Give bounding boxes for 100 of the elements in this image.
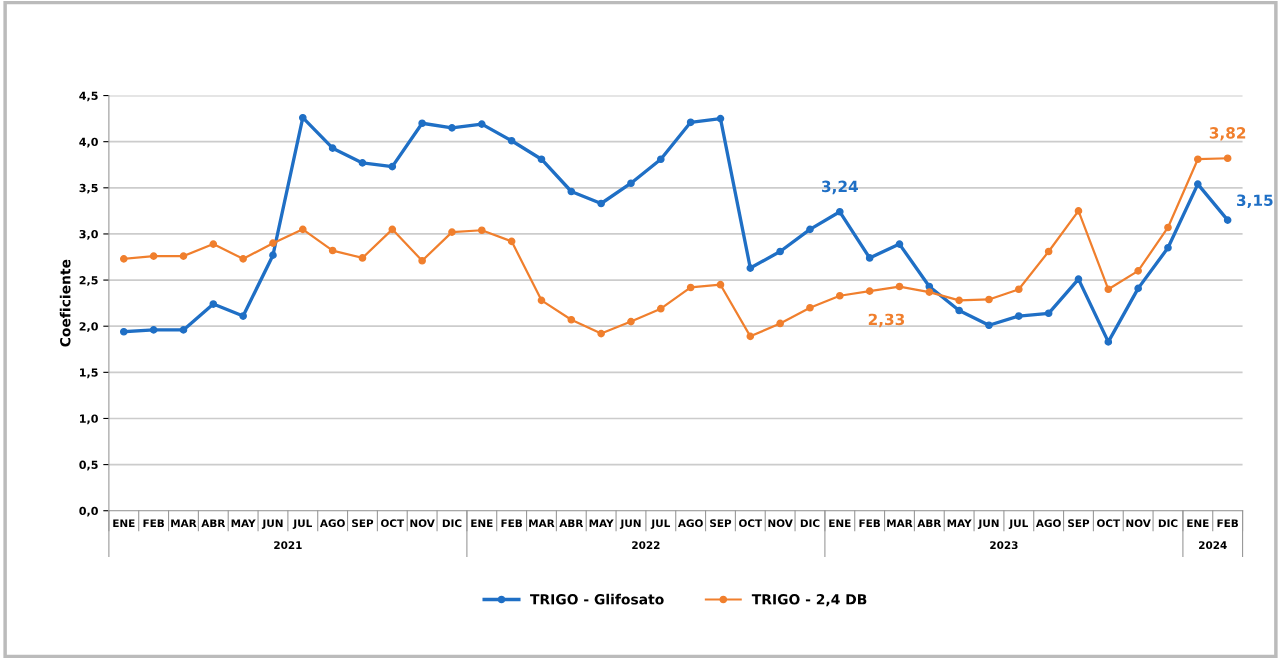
point — [985, 321, 993, 330]
point — [119, 327, 128, 336]
point — [895, 282, 904, 291]
point — [1134, 284, 1142, 293]
point — [1193, 180, 1202, 188]
data-label: 3,15 — [1237, 194, 1273, 208]
point — [567, 315, 576, 324]
x-tick-label: FEB — [1217, 519, 1239, 527]
y-tick-label: 1,0 — [80, 414, 98, 425]
text: 2022 — [632, 541, 660, 550]
point — [835, 207, 844, 216]
y-axis-title: Coeficiente — [59, 259, 71, 347]
data-label: 3,24 — [821, 180, 858, 195]
x-tick-label: AGO — [319, 519, 345, 528]
point — [358, 254, 367, 262]
legend-label: TRIGO - Glifosato — [530, 593, 664, 605]
point — [1044, 247, 1053, 256]
x-tick-label: NOV — [1126, 519, 1151, 528]
point — [537, 155, 546, 164]
point — [328, 246, 337, 255]
x-tick-label: ABR — [917, 519, 942, 527]
point — [149, 326, 158, 334]
point — [656, 304, 665, 313]
x-tick-label: OCT — [739, 519, 763, 528]
y-tick-label: 0,0 — [79, 506, 98, 517]
x-tick-label: ENE — [1187, 519, 1209, 527]
point — [477, 226, 486, 235]
x-tick-label: SEP — [352, 519, 374, 528]
point — [179, 252, 188, 260]
point — [1014, 285, 1023, 294]
point — [388, 225, 397, 234]
point — [119, 255, 128, 263]
x-tick-label: FEB — [143, 519, 164, 527]
x-tick-label: JUN — [977, 519, 999, 530]
y-tick-label: 1,5 — [80, 368, 98, 379]
x-tick-label: NOV — [410, 519, 435, 528]
point — [1104, 338, 1113, 346]
legend-label: TRIGO - 2,4 DB — [751, 594, 867, 607]
point — [1164, 243, 1172, 252]
point — [328, 144, 337, 152]
x-tick-label: MAY — [589, 519, 614, 527]
point — [269, 251, 277, 259]
x-tick-label: MAY — [947, 519, 972, 527]
point — [149, 252, 158, 260]
x-tick-label: SEP — [1068, 519, 1090, 528]
point — [1104, 285, 1113, 294]
x-tick-label: MAR — [887, 519, 913, 527]
point — [209, 300, 218, 308]
x-tick-label: FEB — [859, 519, 880, 527]
point — [597, 199, 605, 208]
point — [925, 288, 934, 296]
point — [1014, 312, 1023, 320]
point — [567, 187, 576, 196]
point — [1074, 275, 1083, 283]
point — [1164, 223, 1172, 232]
point — [239, 255, 247, 263]
point — [358, 159, 367, 167]
x-tick-label: ENE — [471, 519, 493, 527]
y-tick-label: 4,5 — [79, 91, 98, 102]
point — [1074, 207, 1083, 215]
x-tick-label: OCT — [381, 519, 405, 528]
y-tick-label: 2,5 — [79, 276, 98, 286]
point — [388, 162, 397, 171]
x-tick-label: DIC — [1158, 519, 1178, 528]
point — [627, 179, 635, 188]
y-tick-label: 3,0 — [79, 229, 98, 240]
point — [239, 312, 247, 320]
x-tick-label: MAR — [529, 519, 555, 527]
point — [418, 119, 426, 128]
x-tick-label: NOV — [768, 519, 793, 528]
point — [507, 136, 516, 145]
data-label: 2,33 — [868, 313, 905, 328]
x-tick-label: ENE — [113, 519, 135, 527]
x-tick-label: JUN — [619, 519, 641, 530]
point — [448, 228, 456, 236]
point — [835, 291, 844, 300]
point — [269, 239, 277, 247]
x-tick-label: ABR — [201, 519, 226, 527]
point — [746, 264, 755, 272]
point — [537, 296, 546, 305]
point — [1193, 155, 1202, 164]
point — [985, 295, 993, 304]
x-tick-label: JUL — [1008, 519, 1029, 530]
point — [716, 280, 725, 289]
x-tick-label: DIC — [442, 519, 462, 528]
x-tick-label: DIC — [800, 519, 820, 528]
point — [806, 225, 814, 234]
point — [806, 303, 814, 312]
x-tick-label: JUL — [650, 519, 671, 530]
x-tick-label: JUN — [261, 519, 283, 530]
point — [865, 254, 874, 262]
y-tick-label: 3,5 — [79, 183, 98, 194]
text: 2023 — [990, 541, 1018, 550]
point — [298, 225, 307, 234]
point — [418, 256, 426, 265]
point — [1223, 154, 1232, 163]
point — [686, 118, 695, 127]
x-tick-label: ABR — [559, 519, 584, 527]
point — [477, 120, 486, 128]
point — [746, 332, 755, 341]
